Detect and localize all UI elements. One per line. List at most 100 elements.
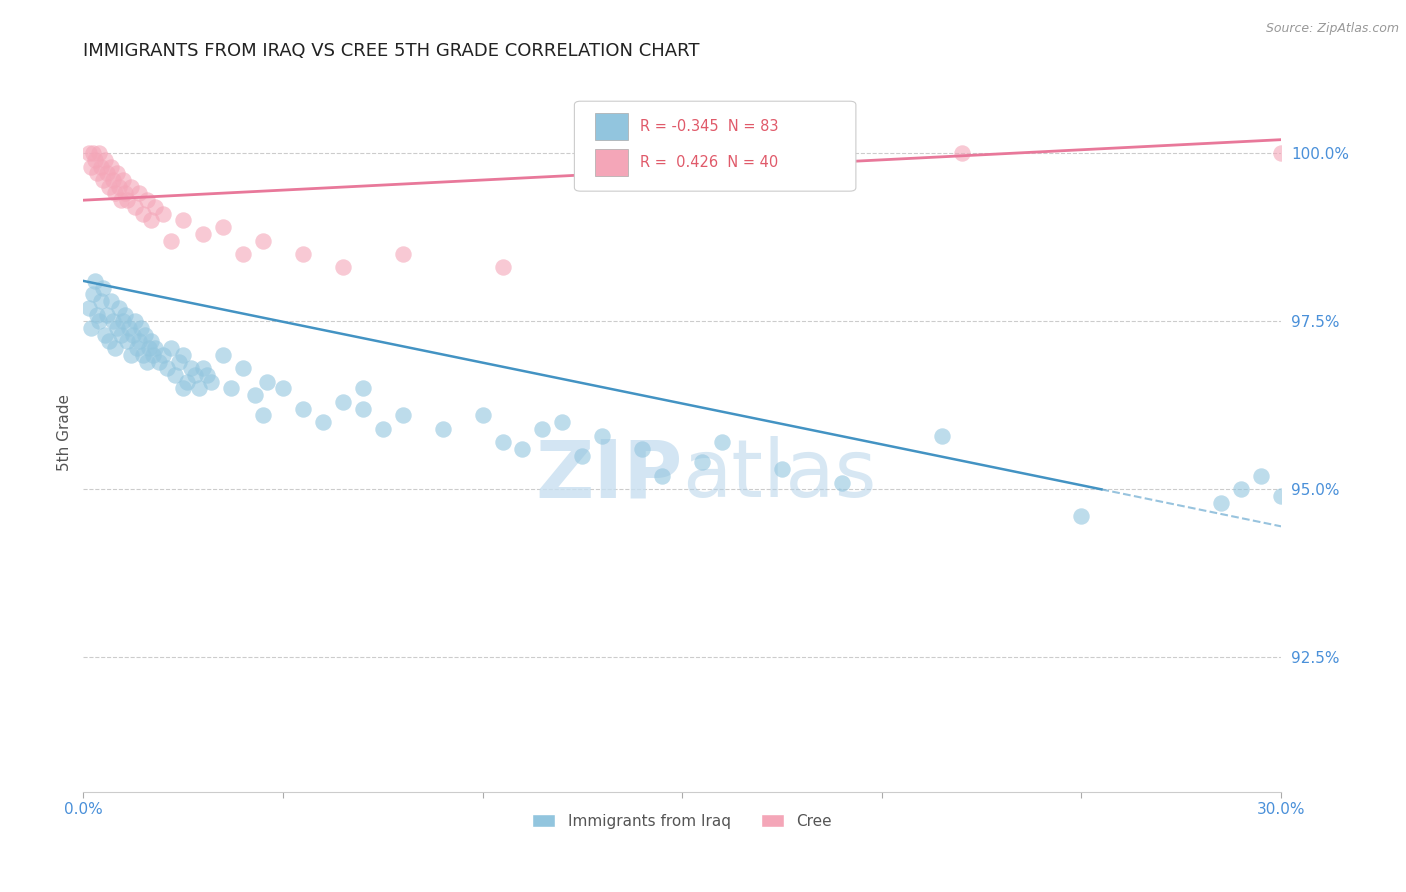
Point xyxy=(531,422,554,436)
Point xyxy=(128,334,150,349)
Point xyxy=(114,186,136,201)
Point xyxy=(256,375,278,389)
Point xyxy=(271,382,294,396)
Text: ZIP: ZIP xyxy=(534,436,682,515)
Point xyxy=(89,314,111,328)
Point xyxy=(94,327,117,342)
Point xyxy=(142,348,165,362)
Point xyxy=(98,334,121,349)
Point xyxy=(120,179,142,194)
Point xyxy=(120,348,142,362)
Point xyxy=(115,334,138,349)
Point xyxy=(128,186,150,201)
Point xyxy=(690,455,713,469)
Point xyxy=(90,160,112,174)
Point xyxy=(124,200,146,214)
Point xyxy=(232,247,254,261)
Point xyxy=(132,348,155,362)
Point xyxy=(77,301,100,315)
Point xyxy=(191,361,214,376)
Point xyxy=(143,341,166,355)
Point xyxy=(105,321,128,335)
Point xyxy=(96,166,118,180)
Point xyxy=(1211,496,1233,510)
Point xyxy=(950,146,973,161)
Point xyxy=(180,361,202,376)
Point xyxy=(591,428,613,442)
Point xyxy=(122,327,145,342)
Point xyxy=(143,200,166,214)
Point xyxy=(1230,483,1253,497)
Point xyxy=(332,395,354,409)
Point xyxy=(138,341,160,355)
Point xyxy=(98,179,121,194)
Point xyxy=(931,428,953,442)
Y-axis label: 5th Grade: 5th Grade xyxy=(58,393,72,471)
Point xyxy=(243,388,266,402)
Point xyxy=(432,422,454,436)
Point xyxy=(80,321,103,335)
Point xyxy=(90,294,112,309)
Point xyxy=(103,314,125,328)
Point xyxy=(711,435,734,450)
Point xyxy=(100,160,122,174)
Point xyxy=(77,146,100,161)
Point xyxy=(352,401,374,416)
Point xyxy=(252,234,274,248)
Point xyxy=(252,409,274,423)
FancyBboxPatch shape xyxy=(575,101,856,191)
Point xyxy=(1270,489,1292,503)
Point xyxy=(232,361,254,376)
Point xyxy=(770,462,793,476)
Point xyxy=(172,382,194,396)
Point xyxy=(91,173,114,187)
Point xyxy=(108,301,131,315)
Point xyxy=(84,274,107,288)
Point xyxy=(291,401,314,416)
Point xyxy=(82,287,104,301)
Point xyxy=(219,382,242,396)
Point xyxy=(100,294,122,309)
Point xyxy=(156,361,179,376)
Point xyxy=(212,220,235,235)
Point xyxy=(112,314,135,328)
Point xyxy=(1250,469,1272,483)
Point xyxy=(108,179,131,194)
Point xyxy=(631,442,654,456)
Point xyxy=(831,475,853,490)
Point xyxy=(80,160,103,174)
Point xyxy=(160,341,183,355)
Point xyxy=(148,354,170,368)
Point xyxy=(491,435,513,450)
Point xyxy=(1270,146,1292,161)
Point xyxy=(94,153,117,167)
Point xyxy=(188,382,211,396)
Point xyxy=(141,213,163,227)
Text: R =  0.426  N = 40: R = 0.426 N = 40 xyxy=(640,155,779,169)
Point xyxy=(132,207,155,221)
Text: atlas: atlas xyxy=(682,436,876,515)
Point xyxy=(136,354,159,368)
Point xyxy=(141,334,163,349)
Point xyxy=(152,207,174,221)
Point xyxy=(291,247,314,261)
Point xyxy=(152,348,174,362)
Point xyxy=(96,308,118,322)
Point xyxy=(391,247,413,261)
Point xyxy=(176,375,198,389)
Point xyxy=(471,409,494,423)
Point xyxy=(134,327,156,342)
Point xyxy=(115,193,138,207)
Point xyxy=(332,260,354,275)
Point xyxy=(110,193,132,207)
Point xyxy=(91,280,114,294)
Point xyxy=(136,193,159,207)
Point xyxy=(1070,509,1092,524)
Point xyxy=(391,409,413,423)
Text: R = -0.345  N = 83: R = -0.345 N = 83 xyxy=(640,119,779,134)
Point xyxy=(352,382,374,396)
Point xyxy=(104,186,127,201)
Point xyxy=(127,341,149,355)
Point xyxy=(312,415,335,429)
Point xyxy=(371,422,394,436)
